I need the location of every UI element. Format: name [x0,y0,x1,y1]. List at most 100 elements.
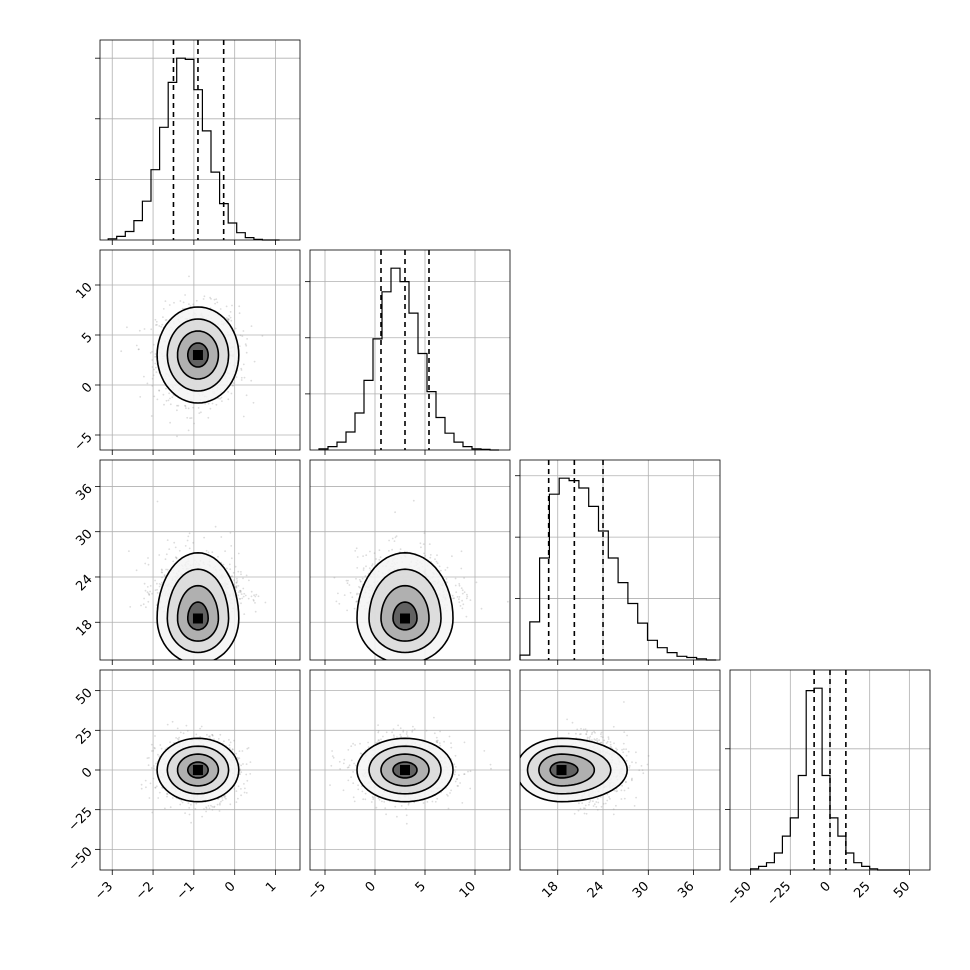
sample-point [234,327,237,330]
sample-point [359,580,362,583]
sample-point [399,733,402,736]
sample-point [146,382,149,385]
sample-point [186,416,189,419]
sample-point [164,300,167,302]
panel-content [310,670,510,870]
sample-point [135,569,138,572]
sample-point [176,435,178,438]
sample-point [436,562,439,565]
sample-point [234,565,237,568]
sample-point [161,323,164,326]
sample-point [239,769,242,772]
sample-point [235,752,238,755]
sample-point [244,343,247,346]
sample-point [443,740,445,743]
sample-point [176,737,179,740]
sample-point [195,733,198,736]
sample-point [237,585,240,587]
sample-point [445,578,448,580]
sample-point [205,549,208,552]
sample-point [250,325,253,327]
sample-point [165,568,168,571]
sample-point [236,756,239,759]
sample-point [453,763,456,766]
sample-point [150,415,153,417]
sample-point [458,583,461,585]
sample-point [169,806,172,809]
sample-point [489,763,492,766]
sample-point [380,738,382,741]
sample-point [152,750,155,752]
sample-point [189,417,192,419]
panel-frame [99,459,301,661]
sample-point [156,500,159,503]
sample-point [261,335,264,337]
sample-point [176,727,179,730]
sample-point [215,403,218,406]
sample-point [225,797,227,800]
sample-point [140,787,143,790]
sample-point [151,811,154,814]
sample-point [400,735,402,738]
sample-point [461,589,464,592]
sample-point [174,556,177,559]
sample-point [229,531,232,534]
contour-line-1 [166,318,230,392]
sample-point [229,568,232,571]
sample-point [155,320,158,323]
sample-point [219,733,222,736]
sample-point [195,299,198,302]
sample-point [475,581,478,584]
sample-point [173,541,176,544]
sample-point [233,739,235,742]
sample-point [208,735,210,738]
sample-point [242,577,244,580]
sample-point [160,747,163,750]
sample-point [356,567,359,569]
density-peak [192,613,203,624]
sample-point [173,301,175,304]
sample-point [440,569,442,572]
sample-point [200,725,203,728]
sample-point [165,387,167,390]
sample-point [163,575,166,577]
panel-3-1 [309,669,511,875]
sample-point [246,747,249,750]
sample-point [220,800,222,803]
sample-point [192,541,195,544]
sample-point [253,360,256,363]
sample-point [247,747,250,749]
sample-point [155,785,158,788]
sample-point [257,595,260,598]
sample-point [249,773,252,775]
sample-point [393,540,396,542]
sample-point [227,398,230,401]
sample-point [180,799,183,802]
sample-point [168,548,171,550]
sample-point [245,351,248,354]
sample-point [423,532,426,535]
sample-point [238,312,241,315]
sample-point [246,338,249,340]
sample-point [346,766,349,769]
sample-point [214,302,217,305]
hist-panel-0 [95,39,301,245]
sample-point [163,574,166,576]
sample-point [205,807,208,810]
sample-point [144,562,147,565]
sample-point [465,597,468,600]
sample-point [147,600,150,603]
sample-point [160,583,162,586]
sample-point [362,555,364,557]
sample-point [162,393,165,396]
sample-point [158,583,161,585]
sample-point [205,806,208,809]
sample-point [391,731,393,734]
sample-point [353,607,356,610]
sample-point [230,575,233,578]
sample-point [395,535,398,537]
sample-point [355,600,358,603]
sample-point [166,792,168,795]
sample-point [367,741,369,744]
sample-point [152,777,155,780]
